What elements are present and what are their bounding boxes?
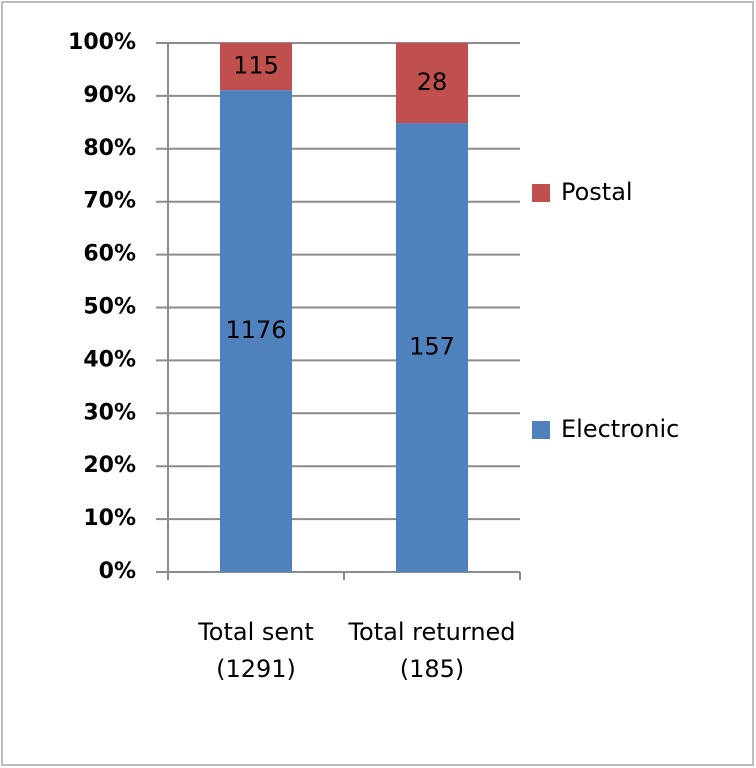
bar-segment xyxy=(396,43,468,124)
bar-segment xyxy=(220,90,292,573)
bar-segment xyxy=(396,123,468,572)
y-tick-label: 50% xyxy=(83,295,136,320)
legend-swatch xyxy=(532,184,550,202)
legend-swatch xyxy=(532,421,550,439)
y-tick-label: 100% xyxy=(68,30,136,55)
y-tick-label: 40% xyxy=(83,347,136,372)
data-label: 115 xyxy=(233,52,279,80)
data-label: 1176 xyxy=(225,316,286,344)
y-tick-label: 20% xyxy=(83,453,136,478)
y-tick-label: 60% xyxy=(83,242,136,267)
x-tick-label: Total sent (1291) xyxy=(198,618,314,683)
y-tick-label: 80% xyxy=(83,136,136,161)
data-label: 28 xyxy=(417,68,448,96)
x-tick-label: Total returned (185) xyxy=(348,618,516,683)
legend-label: Postal xyxy=(561,178,633,206)
y-tick-label: 30% xyxy=(83,400,136,425)
data-label: 157 xyxy=(409,333,455,361)
y-tick-label: 10% xyxy=(83,506,136,531)
legend-label: Electronic xyxy=(561,415,679,443)
y-tick-label: 90% xyxy=(83,83,136,108)
y-tick-label: 70% xyxy=(83,189,136,214)
bar-segment xyxy=(220,43,292,91)
y-tick-label: 0% xyxy=(99,559,136,584)
